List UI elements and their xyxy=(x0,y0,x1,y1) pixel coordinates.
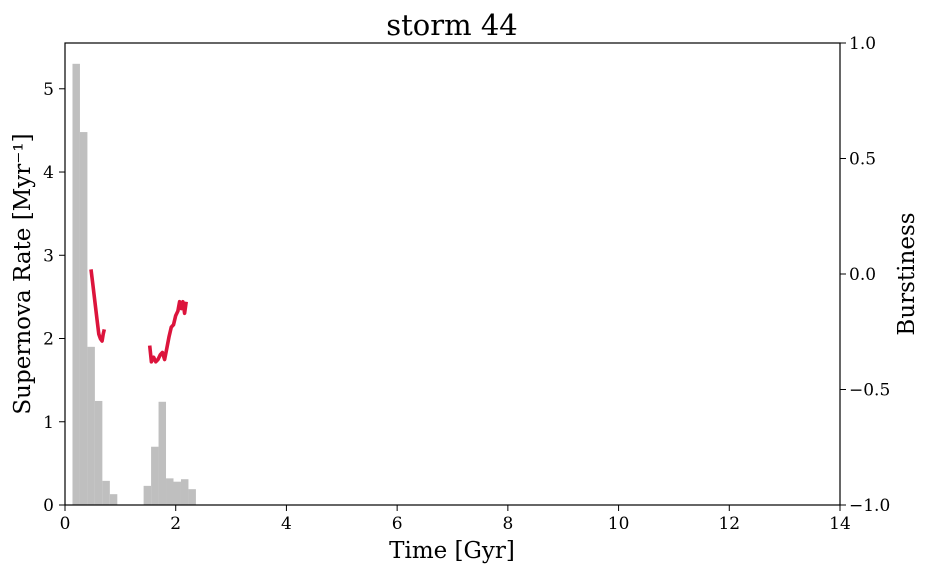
burstiness-line xyxy=(89,269,107,343)
x-tick-label: 14 xyxy=(829,514,851,534)
histogram-bar xyxy=(180,479,189,505)
histogram-bar xyxy=(94,400,103,505)
y2-axis-label: Burstiness xyxy=(894,212,920,335)
y2-ticks: −1.0 −0.5 0.0 0.5 1.0 xyxy=(840,34,890,516)
histogram-bar xyxy=(143,485,152,505)
x-tick-label: 0 xyxy=(60,514,71,534)
x-tick-label: 4 xyxy=(281,514,292,534)
histogram-bar xyxy=(87,346,95,505)
histogram-bar xyxy=(72,63,80,505)
y-axis-label: Supernova Rate [Myr⁻¹] xyxy=(10,133,36,414)
y2-tick-label: 0.0 xyxy=(849,265,876,285)
x-tick-label: 6 xyxy=(392,514,403,534)
y-tick-label: 3 xyxy=(43,246,54,266)
x-tick-label: 8 xyxy=(502,514,513,534)
x-tick-label: 12 xyxy=(718,514,740,534)
y-tick-label: 0 xyxy=(43,496,54,516)
y-ticks: 0 1 2 3 4 5 xyxy=(43,80,65,516)
histogram-bar xyxy=(151,446,159,505)
x-tick-label: 2 xyxy=(170,514,181,534)
y2-tick-label: 1.0 xyxy=(849,34,876,54)
histogram-bar xyxy=(158,401,167,505)
histogram-bar xyxy=(102,480,110,505)
x-tick-label: 10 xyxy=(608,514,630,534)
y-tick-label: 5 xyxy=(43,80,54,100)
histogram-bar xyxy=(79,132,88,506)
x-axis-label: Time [Gyr] xyxy=(389,538,515,564)
histogram-bar xyxy=(166,478,174,505)
histogram-bar xyxy=(173,481,181,505)
histogram-bar xyxy=(188,489,196,505)
y2-tick-label: −1.0 xyxy=(849,496,890,516)
plot-frame xyxy=(64,42,841,506)
y2-tick-label: 0.5 xyxy=(849,150,876,170)
histogram-bars xyxy=(72,63,196,506)
y-tick-label: 2 xyxy=(43,330,54,350)
burstiness-line xyxy=(147,299,188,364)
chart-title: storm 44 xyxy=(386,8,517,42)
y2-tick-label: −0.5 xyxy=(849,381,890,401)
y-tick-label: 1 xyxy=(43,413,54,433)
burstiness-lines xyxy=(89,269,188,364)
histogram-bar xyxy=(109,494,118,505)
y-tick-label: 4 xyxy=(43,163,54,183)
x-ticks: 0 2 4 6 8 10 12 14 xyxy=(60,505,851,534)
